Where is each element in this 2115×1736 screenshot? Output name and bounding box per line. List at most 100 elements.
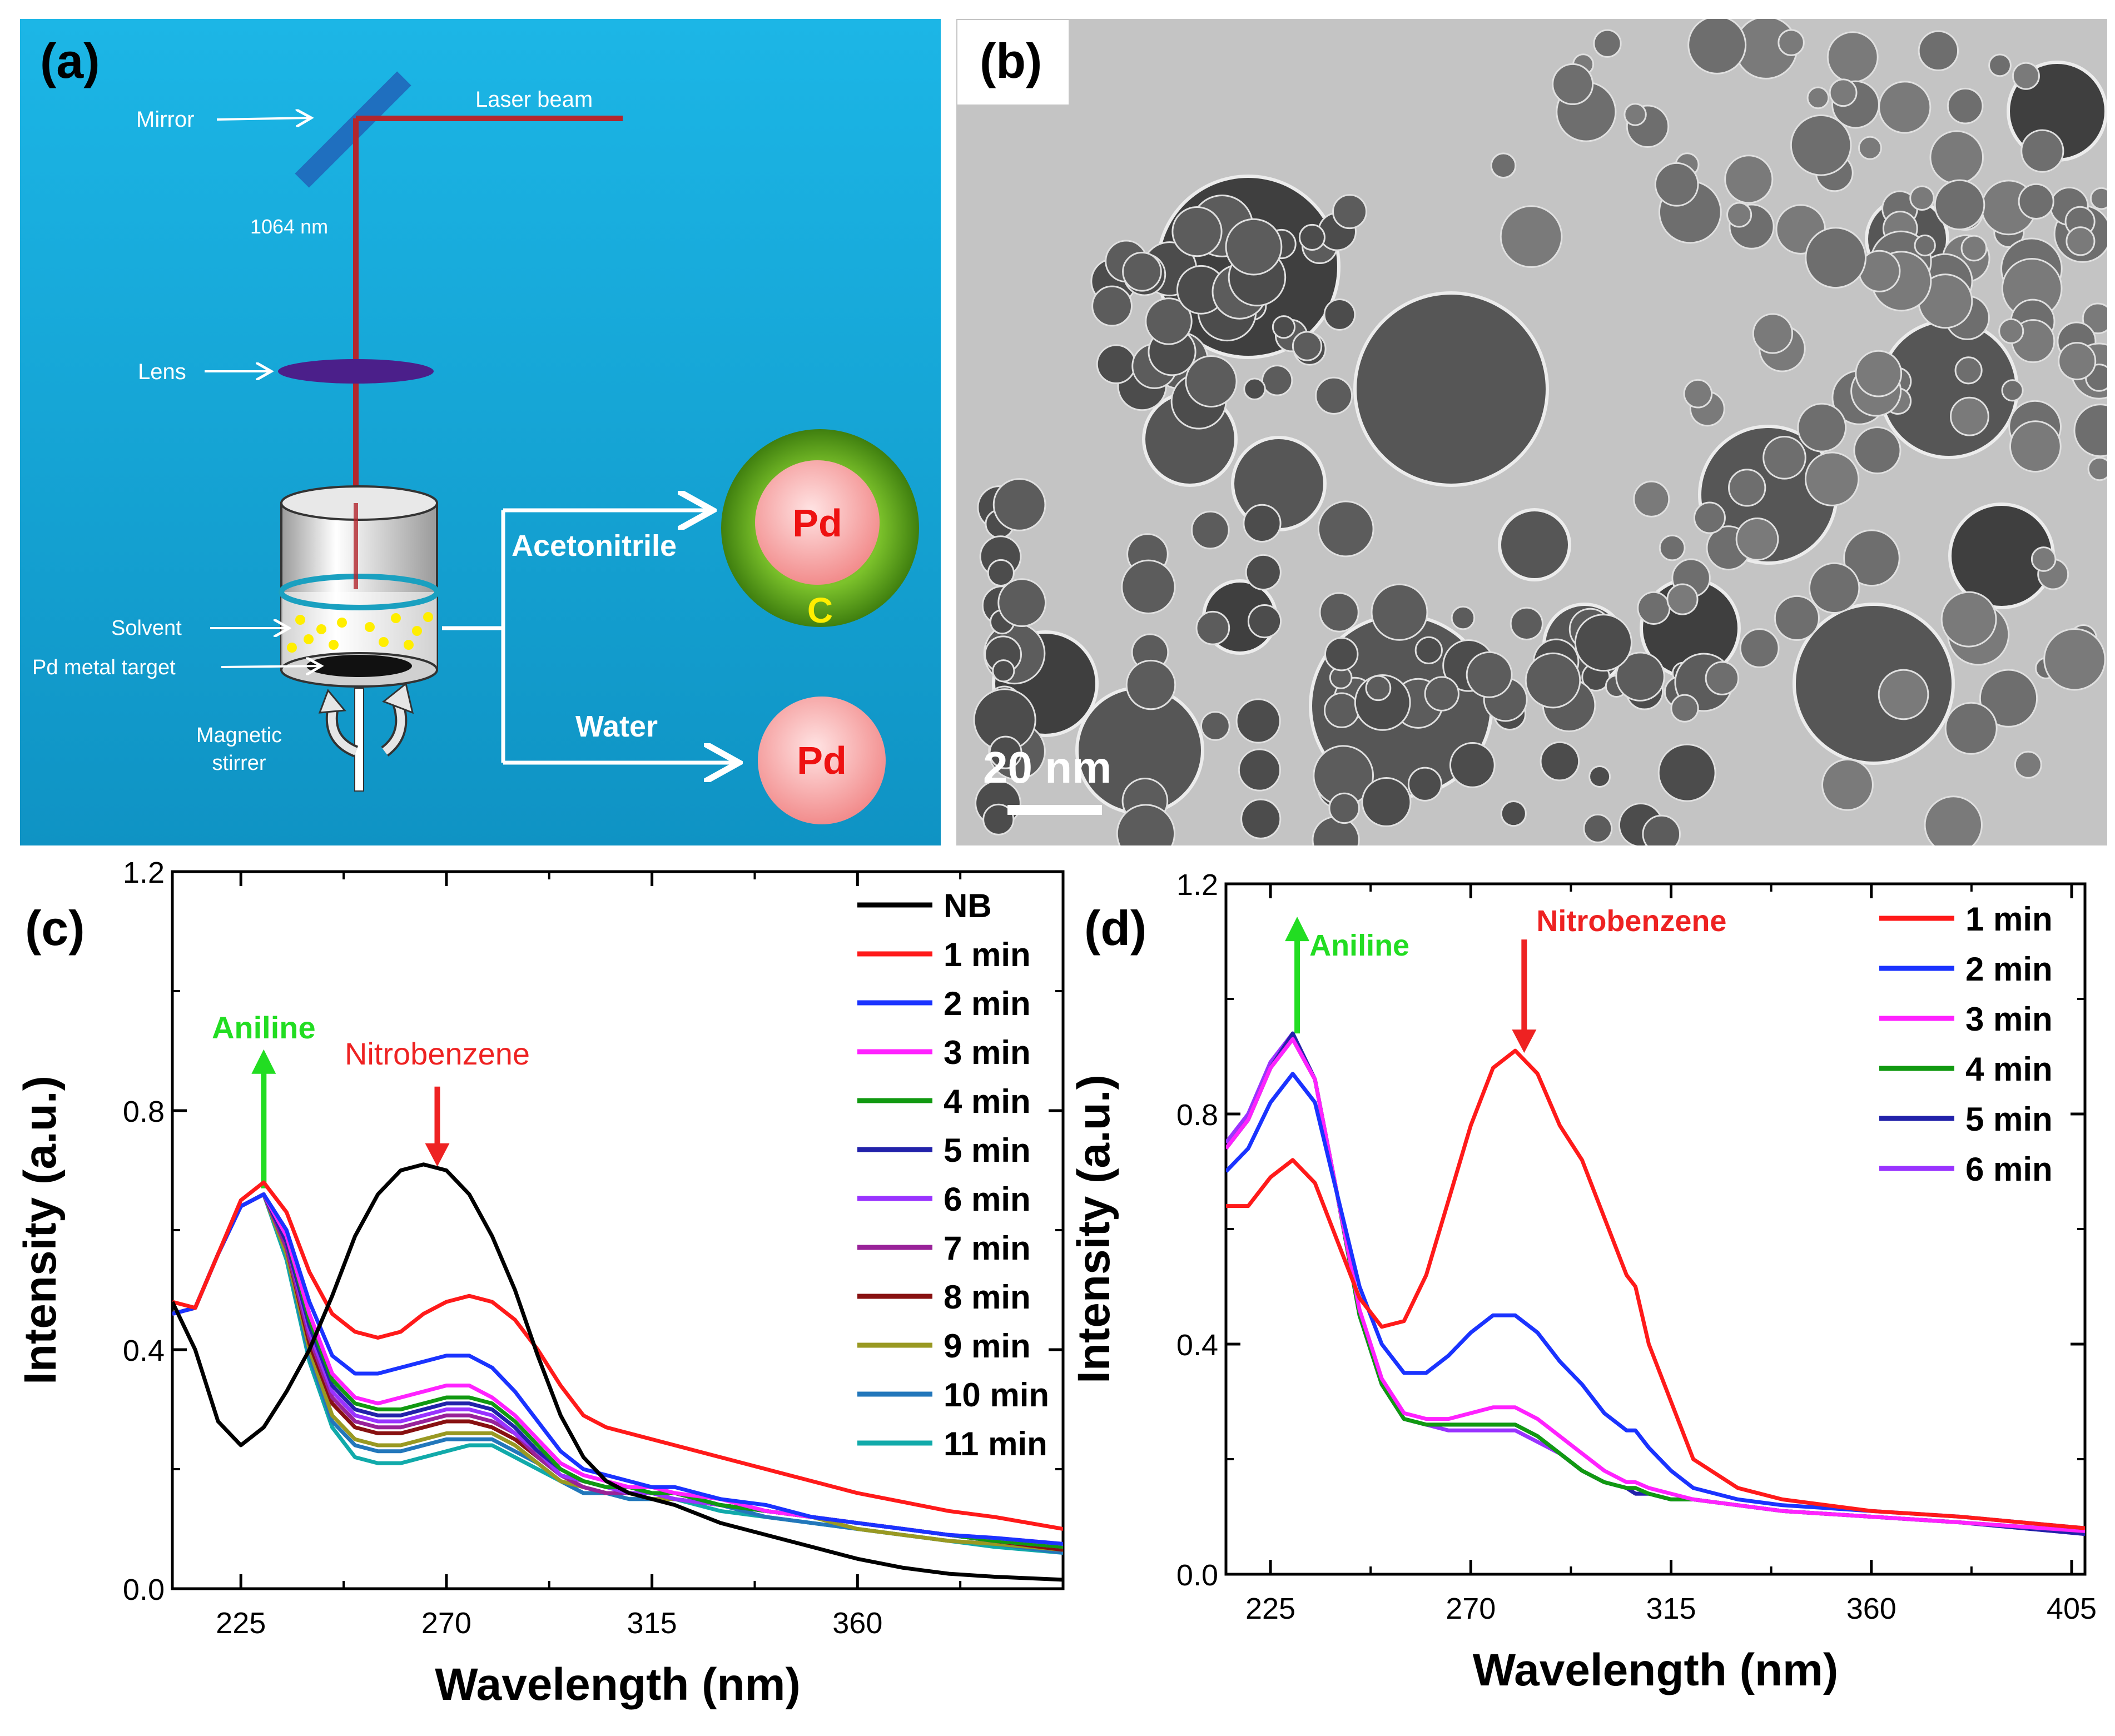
tem-particle	[1091, 285, 1133, 327]
aniline-arrowhead-c	[251, 1049, 276, 1074]
tem-particle	[982, 803, 1015, 835]
panel-b-label: (b)	[980, 33, 1042, 88]
solvent-label: Solvent	[111, 616, 182, 640]
tem-particle	[1324, 637, 1359, 671]
y-tick-label: 1.2	[1176, 868, 1218, 902]
y-tick-label: 0.0	[1176, 1559, 1218, 1592]
wavelength-label: 1064 nm	[250, 215, 328, 238]
tem-particle	[1624, 103, 1647, 126]
tem-particle	[1332, 194, 1367, 230]
tem-particle	[1510, 606, 1543, 640]
tem-particle	[1762, 435, 1806, 480]
lens-icon	[278, 359, 434, 384]
tem-particle	[1829, 78, 1858, 107]
tem-particle	[1096, 344, 1136, 384]
tem-particle	[1705, 661, 1740, 695]
tem-particle	[1979, 669, 2038, 728]
tem-particle	[1934, 179, 1985, 231]
tem-particle	[1407, 767, 1443, 802]
x-axis-label-d: Wavelength (nm)	[1473, 1645, 1839, 1695]
nitrobenzene-annotation-d: Nitrobenzene	[1512, 904, 1726, 1053]
pd-core-label: Pd	[792, 501, 842, 545]
x-tick-label: 360	[832, 1606, 882, 1640]
tem-particle	[1500, 205, 1563, 268]
nitrobenzene-annotation-c: Nitrobenzene	[345, 1036, 530, 1167]
legend-label: 11 min	[944, 1425, 1047, 1463]
tem-particle	[2001, 379, 2024, 402]
pd-core-icon	[755, 460, 880, 585]
y-tick-label: 0.4	[123, 1334, 165, 1367]
legend-label: 6 min	[1965, 1151, 2053, 1188]
nitrobenzene-arrowhead-c	[425, 1143, 450, 1167]
x-tick-label: 360	[1846, 1592, 1896, 1625]
tem-particle	[1666, 583, 1699, 615]
legend-label: 5 min	[944, 1132, 1031, 1169]
target-arrow	[221, 666, 321, 667]
tem-particle	[992, 659, 1015, 683]
tem-particle	[1243, 504, 1282, 543]
chart-c: (c) Aniline Nitrobenzene Wavelength (nm)…	[15, 856, 1065, 1710]
legend-label: 10 min	[944, 1376, 1049, 1414]
water-label: Water	[575, 710, 658, 743]
tem-particle	[1261, 365, 1293, 396]
tem-particle	[1593, 29, 1622, 58]
tem-particle	[1238, 748, 1282, 792]
series-group	[172, 1162, 1063, 1582]
tem-particle	[1796, 606, 1952, 762]
tem-particle	[1588, 765, 1611, 788]
series-group	[1226, 1031, 2085, 1536]
nitrobenzene-arrowhead-d	[1512, 1029, 1537, 1053]
tem-particle	[1950, 396, 1989, 436]
pd-particle-icon	[758, 697, 886, 824]
tem-particle	[1615, 651, 1665, 702]
tem-particle	[1552, 63, 1594, 105]
plot-frame	[171, 870, 1065, 1590]
tem-particle	[1298, 223, 1325, 251]
tem-particle	[992, 478, 1046, 531]
tem-particle	[1574, 614, 1632, 672]
series-line-1-min	[172, 1180, 1063, 1531]
tem-particle	[1929, 130, 1984, 185]
tem-particle	[1247, 604, 1282, 639]
tem-particle	[997, 578, 1047, 628]
nanoparticles-icon	[287, 612, 433, 653]
aniline-arrowhead-d	[1285, 917, 1310, 942]
stirrer-label-line1: Magnetic	[196, 724, 282, 747]
x-tick-label: 315	[1646, 1592, 1696, 1625]
panel-b: (b) 20 nm	[956, 19, 2107, 845]
tem-particle	[1449, 742, 1496, 788]
tem-particle	[1235, 698, 1281, 744]
tem-particle	[1414, 636, 1443, 664]
tem-particle	[2073, 404, 2107, 457]
legend-label: 4 min	[1965, 1051, 2053, 1088]
tem-particle	[2018, 183, 2054, 220]
tem-particle	[1728, 469, 1766, 507]
tem-particle	[1808, 562, 1860, 614]
tem-particle	[1804, 451, 1860, 506]
acetonitrile-label: Acetonitrile	[512, 529, 677, 563]
tem-particle	[1790, 114, 1852, 176]
tem-particle	[1843, 529, 1900, 587]
tem-particle	[1821, 758, 1874, 811]
tem-particle	[1243, 377, 1266, 401]
legend-label: 2 min	[1965, 951, 2053, 988]
y-tick-label: 0.4	[1176, 1329, 1218, 1362]
y-axis-label-c: Intensity (a.u.)	[15, 1076, 66, 1385]
tem-particle	[1944, 702, 1998, 755]
tem-particle	[1878, 81, 1932, 134]
legend-label: 3 min	[944, 1034, 1031, 1071]
series-line-2-min	[1226, 1072, 2085, 1530]
tem-particle	[1659, 534, 1686, 561]
legend-label: 6 min	[944, 1181, 1031, 1218]
tem-particle	[1683, 379, 1713, 409]
tem-particle	[1826, 31, 1879, 83]
tem-particle	[1121, 559, 1176, 615]
tem-particle	[1272, 315, 1296, 339]
panel-b-label-box	[957, 20, 1069, 105]
tem-particle	[1940, 591, 1997, 648]
tem-particle	[1735, 517, 1779, 561]
tem-particle	[1319, 592, 1359, 633]
tem-particle	[1195, 610, 1230, 645]
y-tick-label: 0.0	[123, 1573, 165, 1606]
tem-particle	[2030, 546, 2057, 572]
